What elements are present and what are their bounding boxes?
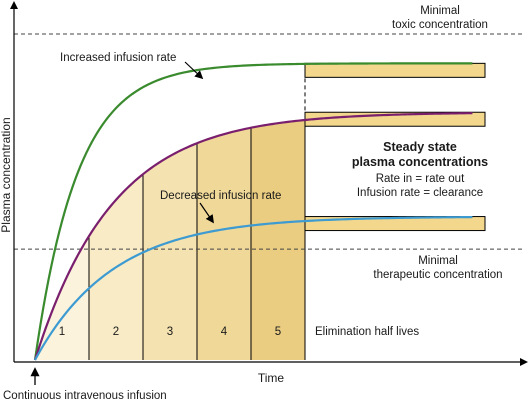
half-life-band-3: [143, 143, 197, 360]
therapeutic-label-line2: therapeutic concentration: [373, 269, 502, 281]
reference-lines: [14, 33, 522, 250]
steady-state-title-2: plasma concentrations: [352, 155, 488, 169]
x-axis-arrow: [520, 358, 528, 366]
half-life-label-4: 4: [221, 326, 228, 338]
concentration-curves: [33, 62, 473, 361]
series-line-1: [33, 62, 473, 361]
increased-infusion-label: Increased infusion rate: [60, 52, 176, 64]
half-life-shading: [35, 119, 306, 360]
half-life-labels: 1 2 3 4 5: [59, 326, 281, 338]
steady-state-title-1: Steady state: [383, 140, 457, 154]
half-life-band-1: [35, 236, 89, 360]
half-life-band-5: [251, 119, 305, 360]
x-axis-label: Time: [258, 371, 285, 385]
half-lives-caption: Elimination half lives: [315, 326, 419, 338]
half-life-band-4: [197, 127, 251, 360]
infusion-start-label: Continuous intravenous infusion: [3, 390, 167, 402]
steady-state-clearance-text: Infusion rate = clearance: [357, 187, 483, 199]
half-life-label-5: 5: [275, 326, 281, 338]
steady-state-rate-text: Rate in = rate out: [376, 173, 465, 185]
series-line-2: [33, 112, 473, 361]
increased-infusion-pointer: [184, 61, 204, 80]
half-life-label-1: 1: [59, 326, 65, 338]
decreased-infusion-pointer: [199, 202, 214, 224]
plateau-bar-1: [304, 62, 486, 78]
y-axis-label: Plasma concentration: [0, 117, 13, 232]
y-axis-arrow: [10, 1, 18, 9]
decreased-infusion-label: Decreased infusion rate: [160, 190, 281, 202]
half-life-label-2: 2: [113, 326, 119, 338]
series-line-3: [34, 215, 473, 361]
toxic-label-line1: Minimal: [420, 5, 460, 17]
axes: [10, 1, 528, 366]
therapeutic-label-line1: Minimal: [418, 255, 458, 267]
toxic-label-line2: toxic concentration: [392, 19, 488, 31]
half-life-label-3: 3: [167, 326, 173, 338]
